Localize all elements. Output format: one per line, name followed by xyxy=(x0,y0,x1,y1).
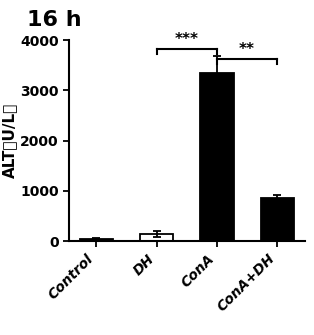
Bar xyxy=(140,234,173,241)
Text: ***: *** xyxy=(175,32,199,47)
Text: **: ** xyxy=(239,42,255,57)
Y-axis label: ALT（U/L）: ALT（U/L） xyxy=(2,103,17,178)
Text: 16 h: 16 h xyxy=(27,10,81,30)
Bar xyxy=(261,198,294,241)
Bar xyxy=(200,73,234,241)
Bar xyxy=(80,239,113,241)
